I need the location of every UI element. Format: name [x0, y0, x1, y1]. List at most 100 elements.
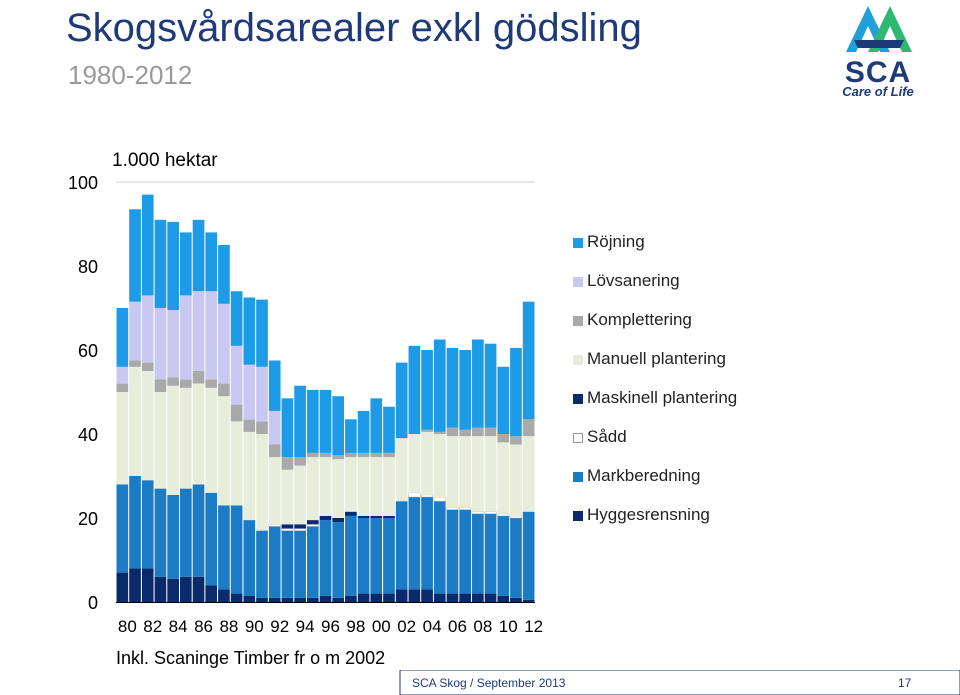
bar-segment-3 — [319, 515, 332, 521]
bar-segment-7 — [154, 219, 167, 308]
bar-segment-1 — [421, 497, 433, 590]
bar-segment-0 — [408, 589, 421, 602]
bar-segment-5 — [218, 383, 230, 397]
bar-segment-0 — [294, 597, 306, 602]
bar-segment-1 — [154, 488, 167, 577]
bar-segment-6 — [205, 291, 218, 380]
footer-text: SCA Skog / September 2013 — [412, 676, 566, 690]
bar-segment-5 — [179, 379, 192, 388]
bar-segment-1 — [306, 526, 319, 598]
bar-segment-5 — [332, 455, 345, 460]
bar-segment-6 — [256, 366, 268, 422]
bar-segment-5 — [256, 421, 268, 434]
bar-segment-4 — [230, 421, 243, 506]
bar-segment-5 — [522, 419, 535, 437]
bar-segment-1 — [281, 530, 294, 598]
bar-segment-1 — [395, 501, 408, 590]
bar-segment-4 — [522, 436, 535, 512]
page-number: 17 — [898, 676, 912, 690]
bar-segment-1 — [268, 526, 281, 598]
bar-segment-3 — [281, 524, 294, 529]
bar-segment-6 — [129, 301, 141, 361]
bar-segment-0 — [192, 576, 205, 602]
bar-segment-2 — [268, 524, 281, 527]
bar-segment-0 — [256, 597, 268, 602]
bar-segment-5 — [154, 379, 167, 392]
bar-segment-4 — [383, 457, 395, 516]
bar-segment-4 — [357, 457, 370, 516]
bar-segment-0 — [205, 585, 218, 602]
bar-segment-5 — [370, 452, 383, 458]
bar-segment-7 — [332, 396, 345, 455]
bar-segment-6 — [230, 345, 243, 405]
bar-segment-4 — [408, 434, 421, 493]
x-tick-label: 08 — [473, 617, 492, 636]
bar-segment-4 — [129, 366, 141, 476]
bar-segment-5 — [319, 452, 332, 458]
bar-segment-5 — [459, 429, 472, 437]
legend-label: Komplettering — [587, 310, 692, 329]
bar-segment-4 — [370, 457, 383, 516]
bar-segment-5 — [243, 419, 256, 432]
bar-segment-2 — [471, 511, 484, 515]
bar-segment-4 — [459, 436, 472, 508]
bar-segment-4 — [345, 457, 357, 512]
bar-segment-1 — [459, 509, 472, 594]
y-tick-label: 80 — [78, 257, 98, 277]
legend-swatch — [573, 238, 583, 248]
x-tick-label: 82 — [143, 617, 162, 636]
bar-segment-7 — [370, 398, 383, 453]
bar-segment-0 — [268, 597, 281, 602]
y-tick-label: 40 — [78, 425, 98, 445]
y-unit-label: 1.000 hektar — [112, 150, 218, 171]
bar-segment-7 — [459, 350, 472, 430]
legend-label: Röjning — [587, 232, 645, 251]
bar-segment-7 — [268, 360, 281, 411]
bar-segment-7 — [167, 221, 179, 311]
bar-segment-0 — [497, 595, 510, 602]
legend-swatch — [573, 511, 583, 521]
bar-segment-1 — [230, 505, 243, 594]
bar-segment-1 — [446, 509, 459, 594]
bar-segment-7 — [383, 406, 395, 453]
bar-segment-1 — [472, 513, 484, 594]
bar-segment-1 — [522, 511, 535, 600]
bar-segment-3 — [345, 511, 357, 516]
page-title: Skogsvårdsarealer exkl gödsling — [66, 6, 642, 50]
bar-segment-6 — [179, 295, 192, 380]
bar-segment-1 — [408, 497, 421, 590]
bar-segment-7 — [357, 410, 370, 453]
bar-segment-5 — [357, 452, 370, 458]
x-tick-label: 02 — [397, 617, 416, 636]
bar-segment-6 — [141, 295, 154, 363]
bar-segment-4 — [256, 434, 268, 531]
bar-segment-6 — [167, 310, 179, 378]
bar-segment-1 — [205, 492, 218, 586]
x-tick-label: 06 — [448, 617, 467, 636]
bar-segment-0 — [522, 599, 535, 602]
bar-segment-5 — [141, 362, 154, 371]
legend-label: Sådd — [587, 427, 627, 446]
x-tick-label: 00 — [372, 617, 391, 636]
bar-segment-0 — [421, 589, 433, 602]
bar-segment-6 — [116, 366, 129, 384]
bar-segment-1 — [167, 494, 179, 579]
sca-logo-icon — [846, 6, 912, 52]
y-tick-label: 20 — [78, 509, 98, 529]
bar-segment-0 — [141, 568, 154, 602]
bar-segment-1 — [141, 480, 154, 569]
bar-segment-5 — [446, 427, 459, 437]
page-subtitle: 1980-2012 — [68, 60, 193, 90]
bar-segment-5 — [497, 434, 510, 443]
legend-swatch — [573, 472, 583, 482]
bar-segment-5 — [433, 431, 446, 434]
bar-segment-4 — [433, 434, 446, 497]
x-tick-label: 98 — [346, 617, 365, 636]
bar-segment-6 — [192, 291, 205, 371]
bar-segment-0 — [319, 595, 332, 602]
bar-segment-2 — [484, 511, 497, 515]
x-tick-label: 94 — [296, 617, 315, 636]
bar-segment-7 — [319, 389, 332, 453]
bar-segment-1 — [345, 515, 357, 596]
